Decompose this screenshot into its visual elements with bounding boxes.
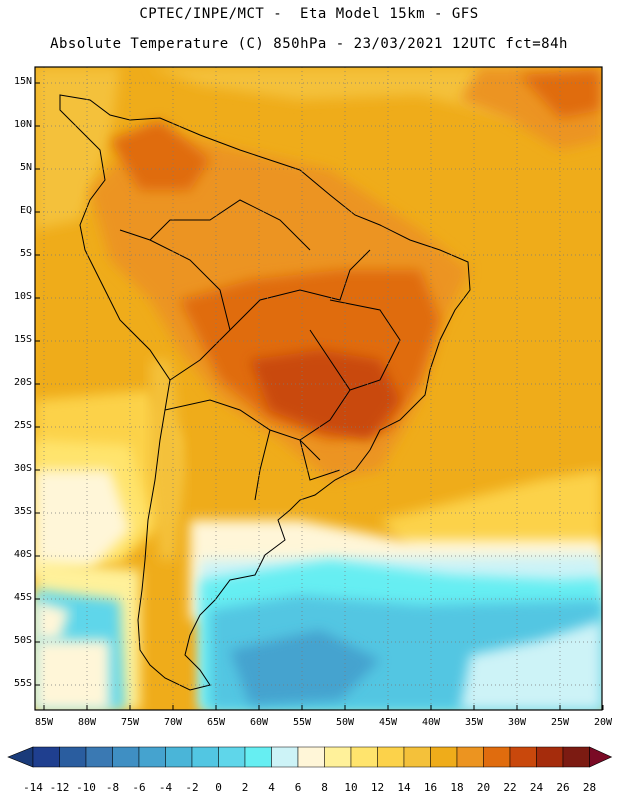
colorbar-label: 0 (215, 781, 222, 794)
colorbar-label: 24 (529, 781, 544, 794)
lon-label: 25W (550, 717, 570, 728)
colorbar-swatch (112, 746, 140, 768)
lat-label: 30S (13, 463, 32, 474)
lat-label: 25S (13, 420, 32, 431)
colorbar-swatch (297, 746, 325, 768)
colorbar-swatch (456, 746, 484, 768)
lon-label: 70W (163, 717, 183, 728)
lat-label: 50S (13, 635, 32, 646)
colorbar-swatch (191, 746, 219, 768)
lon-label: 55W (292, 717, 312, 728)
lon-label: 20W (593, 717, 613, 728)
lat-label: 10S (13, 291, 32, 302)
title-line-1: CPTEC/INPE/MCT - Eta Model 15km - GFS (139, 6, 479, 22)
lat-label: 20S (13, 377, 32, 388)
colorbar-label: 26 (556, 781, 570, 794)
lon-label: 45W (378, 717, 398, 728)
colorbar-label: 28 (582, 781, 597, 794)
colorbar-swatch (403, 746, 431, 768)
colorbar-label: 8 (321, 781, 328, 794)
colorbar-label: -12 (49, 781, 70, 794)
colorbar-label: -2 (185, 781, 199, 794)
colorbar-swatch (165, 746, 193, 768)
colorbar-label: 12 (370, 781, 385, 794)
lon-label: 75W (120, 717, 140, 728)
colorbar-label: 18 (450, 781, 464, 794)
colorbar-swatch (377, 746, 405, 768)
lon-label: 40W (421, 717, 441, 728)
lon-label: 60W (249, 717, 269, 728)
colorbar-label: 10 (344, 781, 358, 794)
colorbar-label: 20 (476, 781, 491, 794)
lon-label: 35W (464, 717, 484, 728)
colorbar-label: -10 (76, 781, 96, 794)
lon-label: 85W (34, 717, 54, 728)
lon-label: 30W (507, 717, 527, 728)
colorbar-swatch (430, 746, 458, 768)
lat-label: 5N (19, 162, 32, 173)
lat-label: 15N (13, 76, 32, 87)
colorbar-swatch (244, 746, 272, 768)
colorbar-lower-arrow (7, 746, 34, 768)
colorbar (7, 746, 613, 768)
colorbar-swatch (483, 746, 511, 768)
lon-label: 50W (335, 717, 355, 728)
colorbar-label: 4 (268, 781, 275, 794)
lon-label: 65W (206, 717, 226, 728)
map-frame (34, 66, 603, 711)
colorbar-swatch (509, 746, 537, 768)
colorbar-swatch (324, 746, 352, 768)
lat-label: 35S (13, 506, 32, 517)
axis-ticks (35, 82, 604, 710)
temperature-field (35, 67, 602, 710)
colorbar-label: -6 (132, 781, 146, 794)
colorbar-swatch (32, 746, 60, 768)
colorbar-label: 6 (294, 781, 302, 794)
lat-label: 5S (19, 248, 32, 259)
colorbar-upper-arrow (589, 746, 613, 768)
colorbar-swatch (138, 746, 166, 768)
title-line-2: Absolute Temperature (C) 850hPa - 23/03/… (50, 36, 568, 52)
colorbar-label: 14 (397, 781, 411, 794)
colorbar-swatch (562, 746, 590, 768)
colorbar-swatch (85, 746, 113, 768)
temperature-map (34, 66, 604, 711)
colorbar-label: 16 (423, 781, 438, 794)
lat-label: 45S (13, 592, 32, 603)
colorbar-label: 22 (503, 781, 517, 794)
colorbar-swatch (271, 746, 299, 768)
lat-label: 10N (13, 119, 32, 130)
lat-label: EQ (19, 205, 32, 216)
colorbar-label: -4 (158, 781, 173, 794)
colorbar-label: -14 (23, 781, 43, 794)
lat-label: 15S (13, 334, 32, 345)
colorbar-swatch (59, 746, 87, 768)
lat-label: 40S (13, 549, 32, 560)
coastline (59, 94, 471, 691)
colorbar-label: -8 (105, 781, 120, 794)
colorbar-label: 2 (241, 781, 249, 794)
colorbar-swatch (218, 746, 246, 768)
colorbar-swatch (350, 746, 378, 768)
lat-label: 55S (13, 678, 32, 689)
grid-lines (35, 67, 602, 710)
colorbar-swatch (536, 746, 564, 768)
lon-label: 80W (77, 717, 97, 728)
